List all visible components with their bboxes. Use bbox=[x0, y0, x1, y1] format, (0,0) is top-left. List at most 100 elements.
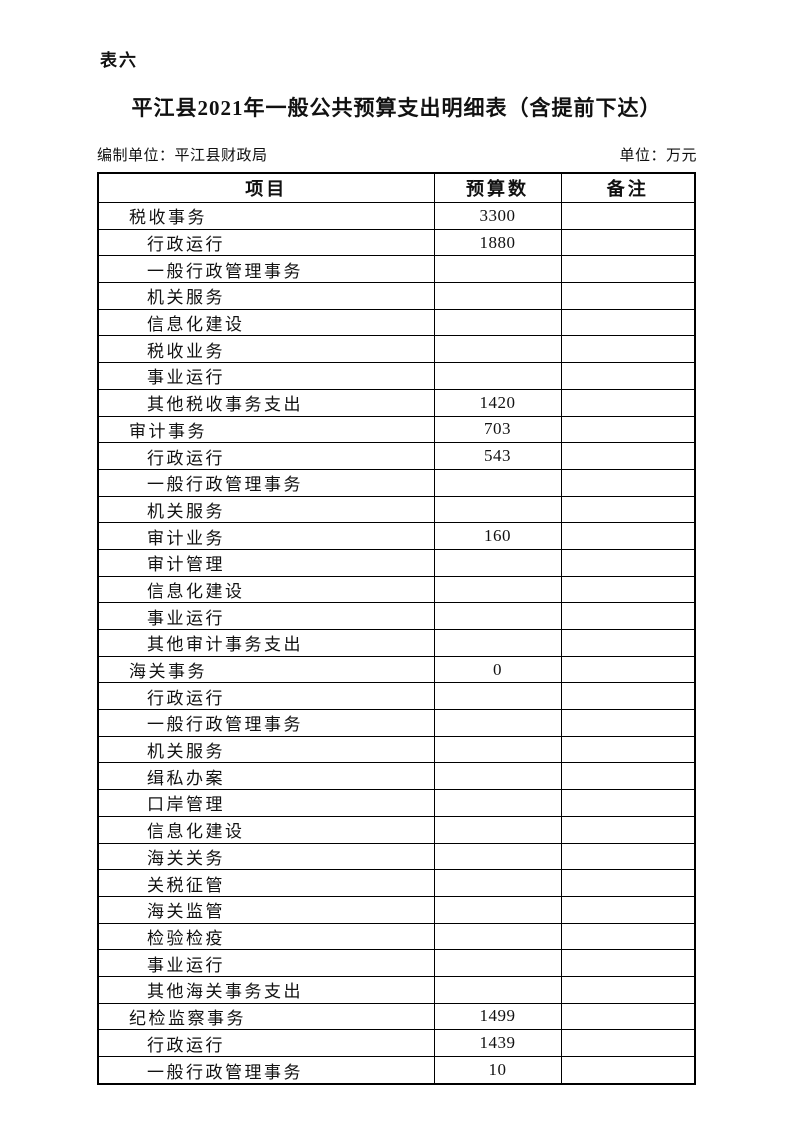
table-row: 口岸管理 bbox=[97, 789, 696, 817]
item-cell: 审计业务 bbox=[97, 522, 435, 550]
item-cell: 行政运行 bbox=[97, 682, 435, 711]
item-cell: 缉私办案 bbox=[97, 762, 435, 791]
table-row: 行政运行 bbox=[97, 682, 696, 711]
budget-cell: 1439 bbox=[433, 1029, 562, 1057]
budget-cell: 1880 bbox=[433, 228, 562, 257]
budget-cell bbox=[433, 362, 562, 390]
item-cell: 机关服务 bbox=[97, 495, 435, 524]
item-cell: 口岸管理 bbox=[97, 789, 435, 817]
item-cell: 审计事务 bbox=[97, 415, 435, 444]
budget-cell bbox=[433, 255, 562, 284]
budget-cell bbox=[433, 335, 562, 364]
unit-label: 单位：万元 bbox=[619, 148, 697, 164]
prepared-by-label: 编制单位：平江县财政局 bbox=[97, 148, 268, 164]
table-row: 其他审计事务支出 bbox=[97, 629, 696, 657]
budget-cell bbox=[433, 735, 562, 764]
note-cell bbox=[560, 922, 696, 951]
note-cell bbox=[560, 1056, 696, 1085]
item-cell: 事业运行 bbox=[97, 362, 435, 390]
note-cell bbox=[560, 415, 696, 444]
budget-cell bbox=[433, 468, 562, 497]
item-cell: 审计管理 bbox=[97, 548, 435, 577]
table-row: 信息化建设 bbox=[97, 308, 696, 337]
note-cell bbox=[560, 522, 696, 550]
budget-cell bbox=[433, 495, 562, 524]
table-row: 审计业务 160 bbox=[97, 522, 696, 550]
item-cell: 一般行政管理事务 bbox=[97, 1056, 435, 1085]
note-cell bbox=[560, 895, 696, 924]
note-cell bbox=[560, 255, 696, 284]
budget-cell bbox=[433, 575, 562, 604]
item-cell: 一般行政管理事务 bbox=[97, 709, 435, 737]
table-row: 其他海关事务支出 bbox=[97, 975, 696, 1004]
item-cell: 其他审计事务支出 bbox=[97, 629, 435, 657]
note-cell bbox=[560, 655, 696, 684]
table-row: 审计管理 bbox=[97, 548, 696, 577]
note-cell bbox=[560, 388, 696, 417]
table-row: 税收事务 3300 bbox=[97, 202, 696, 230]
column-header-budget: 预算数 bbox=[433, 172, 562, 203]
budget-cell: 703 bbox=[433, 415, 562, 444]
note-cell bbox=[560, 682, 696, 711]
note-cell bbox=[560, 442, 696, 470]
budget-cell bbox=[433, 762, 562, 791]
table-row: 机关服务 bbox=[97, 735, 696, 764]
budget-table-body: 税收事务 3300 行政运行 1880 一般行政管理事务 机关服务 信息化建设 税收业务 事业运… bbox=[97, 202, 696, 1085]
note-cell bbox=[560, 709, 696, 737]
table-row: 机关服务 bbox=[97, 495, 696, 524]
table-row: 检验检疫 bbox=[97, 922, 696, 951]
item-cell: 事业运行 bbox=[97, 602, 435, 630]
table-number-label: 表六 bbox=[100, 51, 138, 70]
budget-cell: 160 bbox=[433, 522, 562, 550]
table-row: 机关服务 bbox=[97, 282, 696, 310]
budget-cell bbox=[433, 548, 562, 577]
table-row: 信息化建设 bbox=[97, 575, 696, 604]
document-title: 平江县2021年一般公共预算支出明细表（含提前下达） bbox=[131, 96, 662, 120]
table-row: 行政运行 543 bbox=[97, 442, 696, 470]
table-row: 海关监管 bbox=[97, 895, 696, 924]
table-row: 海关事务 0 bbox=[97, 655, 696, 684]
item-cell: 税收业务 bbox=[97, 335, 435, 364]
budget-cell bbox=[433, 282, 562, 310]
budget-cell bbox=[433, 629, 562, 657]
item-cell: 信息化建设 bbox=[97, 575, 435, 604]
item-cell: 机关服务 bbox=[97, 282, 435, 310]
item-cell: 关税征管 bbox=[97, 869, 435, 897]
table-row: 行政运行 1880 bbox=[97, 228, 696, 257]
table-row: 纪检监察事务 1499 bbox=[97, 1002, 696, 1031]
table-row: 审计事务 703 bbox=[97, 415, 696, 444]
note-cell bbox=[560, 202, 696, 230]
item-cell: 其他税收事务支出 bbox=[97, 388, 435, 417]
item-cell: 机关服务 bbox=[97, 735, 435, 764]
item-cell: 海关事务 bbox=[97, 655, 435, 684]
table-row: 事业运行 bbox=[97, 949, 696, 977]
note-cell bbox=[560, 629, 696, 657]
note-cell bbox=[560, 815, 696, 844]
note-cell bbox=[560, 228, 696, 257]
note-cell bbox=[560, 282, 696, 310]
note-cell bbox=[560, 495, 696, 524]
note-cell bbox=[560, 335, 696, 364]
table-row: 事业运行 bbox=[97, 602, 696, 630]
note-cell bbox=[560, 869, 696, 897]
budget-cell bbox=[433, 815, 562, 844]
budget-cell: 543 bbox=[433, 442, 562, 470]
item-cell: 一般行政管理事务 bbox=[97, 468, 435, 497]
column-header-item: 项目 bbox=[97, 172, 435, 203]
table-row: 行政运行 1439 bbox=[97, 1029, 696, 1057]
table-row: 一般行政管理事务 bbox=[97, 255, 696, 284]
note-cell bbox=[560, 789, 696, 817]
budget-cell bbox=[433, 949, 562, 977]
item-cell: 事业运行 bbox=[97, 949, 435, 977]
budget-cell bbox=[433, 842, 562, 871]
table-row: 一般行政管理事务 bbox=[97, 709, 696, 737]
note-cell bbox=[560, 1029, 696, 1057]
note-cell bbox=[560, 308, 696, 337]
note-cell bbox=[560, 468, 696, 497]
meta-row: 编制单位：平江县财政局 单位：万元 bbox=[97, 144, 697, 165]
note-cell bbox=[560, 575, 696, 604]
item-cell: 信息化建设 bbox=[97, 308, 435, 337]
note-cell bbox=[560, 1002, 696, 1031]
item-cell: 行政运行 bbox=[97, 442, 435, 470]
